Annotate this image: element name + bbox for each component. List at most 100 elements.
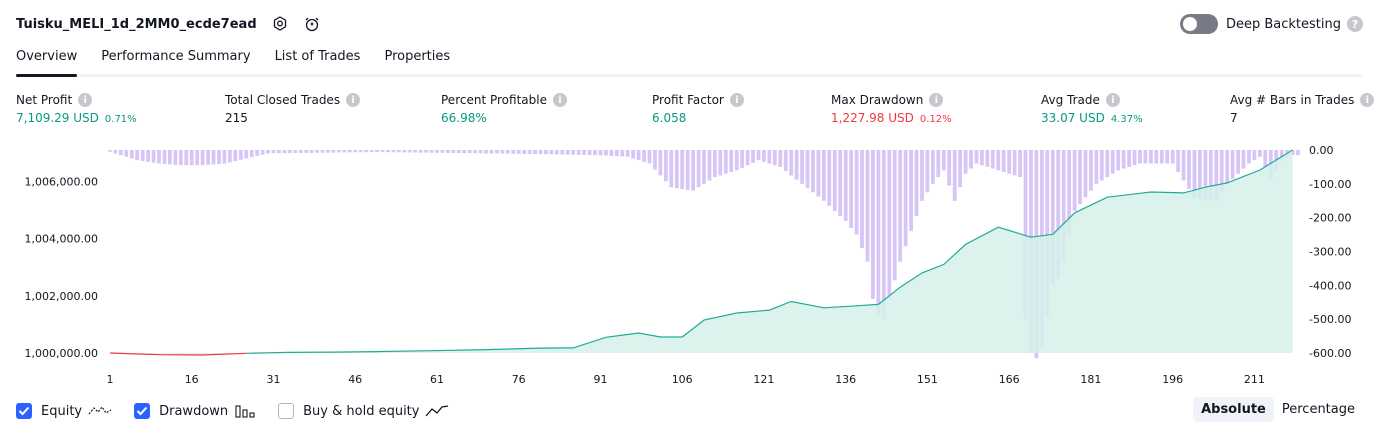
drawdown-bar [1121, 150, 1126, 169]
metric-avg-trade: Avg Trade i 33.07 USD 4.37% [1041, 93, 1143, 125]
drawdown-bar [1105, 150, 1110, 178]
equity-drawdown-chart[interactable]: 1,000,000.00 1,002,000.00 1,004,000.00 1,00… [0, 140, 1379, 390]
x-axis-tick: 181 [1080, 373, 1101, 386]
drawdown-bar [898, 150, 903, 262]
metric-value: 215 [225, 111, 248, 125]
drawdown-bar [217, 150, 221, 164]
metric-label: Profit Factor [652, 93, 724, 107]
equity-line-icon [88, 404, 112, 418]
drawdown-bar [287, 150, 292, 154]
right-axis: 0.00 -100.00 -200.00 -300.00 -400.00 -500.00 -… [1309, 144, 1351, 360]
drawdown-bar [304, 150, 309, 153]
tab-performance-summary[interactable]: Performance Summary [101, 49, 251, 64]
deep-backtesting-label: Deep Backtesting [1225, 16, 1341, 32]
drawdown-bar [620, 150, 625, 157]
info-icon[interactable]: i [1105, 93, 1120, 107]
drawdown-bar [849, 150, 853, 228]
drawdown-bar [914, 150, 919, 216]
drawdown-bar [892, 150, 897, 281]
buy-hold-checkbox[interactable] [278, 403, 295, 419]
absolute-button[interactable]: Absolute [1193, 397, 1274, 422]
drawdown-bar [778, 150, 783, 167]
metric-value: 33.07 USD [1041, 111, 1105, 125]
metric-label: Net Profit [16, 93, 73, 107]
drawdown-bar [963, 150, 968, 174]
equity-checkbox[interactable] [16, 403, 32, 419]
drawdown-bar [298, 150, 303, 153]
drawdown-bar [854, 150, 859, 235]
drawdown-bar [1132, 150, 1137, 166]
drawdown-bar [609, 150, 614, 156]
drawdown-bar [249, 150, 254, 158]
legend-buy-hold-equity[interactable]: Buy & hold equity [278, 403, 449, 419]
drawdown-bar [723, 150, 728, 174]
drawdown-bar [800, 150, 804, 184]
drawdown-bar [625, 150, 630, 157]
drawdown-bar [1225, 150, 1230, 184]
info-icon[interactable]: i [1360, 93, 1375, 107]
tab-list-of-trades[interactable]: List of Trades [274, 49, 361, 64]
info-icon[interactable]: i [729, 93, 744, 107]
x-axis-tick: 61 [430, 373, 444, 386]
info-icon[interactable]: i [929, 93, 944, 107]
drawdown-bar [189, 150, 194, 166]
drawdown-bar [702, 150, 706, 184]
drawdown-bar [168, 150, 172, 165]
drawdown-bar [909, 150, 913, 232]
x-axis-tick: 1 [107, 373, 114, 386]
percentage-button[interactable]: Percentage [1281, 402, 1355, 417]
drawdown-bar [647, 150, 652, 164]
drawdown-bar [571, 150, 576, 155]
legend-drawdown[interactable]: Drawdown [134, 403, 256, 419]
drawdown-bar [685, 150, 690, 190]
drawdown-bar [794, 150, 799, 180]
drawdown-bar [293, 150, 298, 153]
drawdown-bar [1230, 150, 1235, 179]
left-axis-tick: 1,002,000.00 [25, 290, 98, 303]
drawdown-bar [729, 150, 734, 172]
drawdown-bar [680, 150, 685, 189]
drawdown-bar [669, 150, 674, 188]
info-icon[interactable]: i [78, 93, 93, 107]
tab-properties[interactable]: Properties [384, 49, 451, 64]
info-icon[interactable]: i [552, 93, 567, 107]
drawdown-bar [1061, 150, 1066, 262]
drawdown-bar [783, 150, 788, 172]
metric-label: Total Closed Trades [225, 93, 341, 107]
tab-overview[interactable]: Overview [16, 46, 78, 77]
drawdown-bar [244, 150, 249, 159]
drawdown-bar [108, 150, 112, 152]
drawdown-bar [751, 150, 755, 163]
x-axis-tick: 151 [917, 373, 938, 386]
drawdown-bar [353, 150, 358, 153]
help-icon[interactable]: ? [1347, 16, 1363, 32]
add-alert-icon[interactable] [303, 15, 321, 33]
drawdown-bar [162, 150, 167, 164]
drawdown-bar [887, 150, 892, 299]
drawdown-bar [745, 150, 750, 166]
metric-percent: 4.37% [1110, 114, 1143, 125]
deep-backtesting-toggle[interactable] [1179, 14, 1218, 34]
info-icon[interactable]: i [346, 93, 361, 107]
drawdown-checkbox[interactable] [134, 403, 151, 419]
drawdown-bar [1252, 150, 1257, 161]
drawdown-bar [1192, 150, 1197, 198]
drawdown-bar [386, 150, 390, 153]
drawdown-bar [429, 150, 434, 153]
drawdown-bar [1045, 150, 1050, 316]
drawdown-bar [407, 150, 412, 153]
equity-line [246, 149, 1293, 354]
legend-equity[interactable]: Equity [16, 403, 112, 419]
x-axis-tick: 211 [1244, 373, 1265, 386]
x-axis-tick: 136 [835, 373, 856, 386]
metric-label: Avg Trade [1041, 93, 1100, 107]
drawdown-bar [315, 150, 319, 153]
settings-icon[interactable] [271, 15, 289, 33]
drawdown-bar [424, 150, 428, 153]
drawdown-bar [740, 150, 744, 168]
drawdown-bar [1208, 150, 1213, 201]
drawdown-bar [734, 150, 739, 171]
report-tabs: Overview Performance Summary List of Tra… [16, 46, 1363, 77]
scale-toggle: Absolute Percentage [1193, 397, 1363, 422]
drawdown-bar [342, 150, 347, 153]
